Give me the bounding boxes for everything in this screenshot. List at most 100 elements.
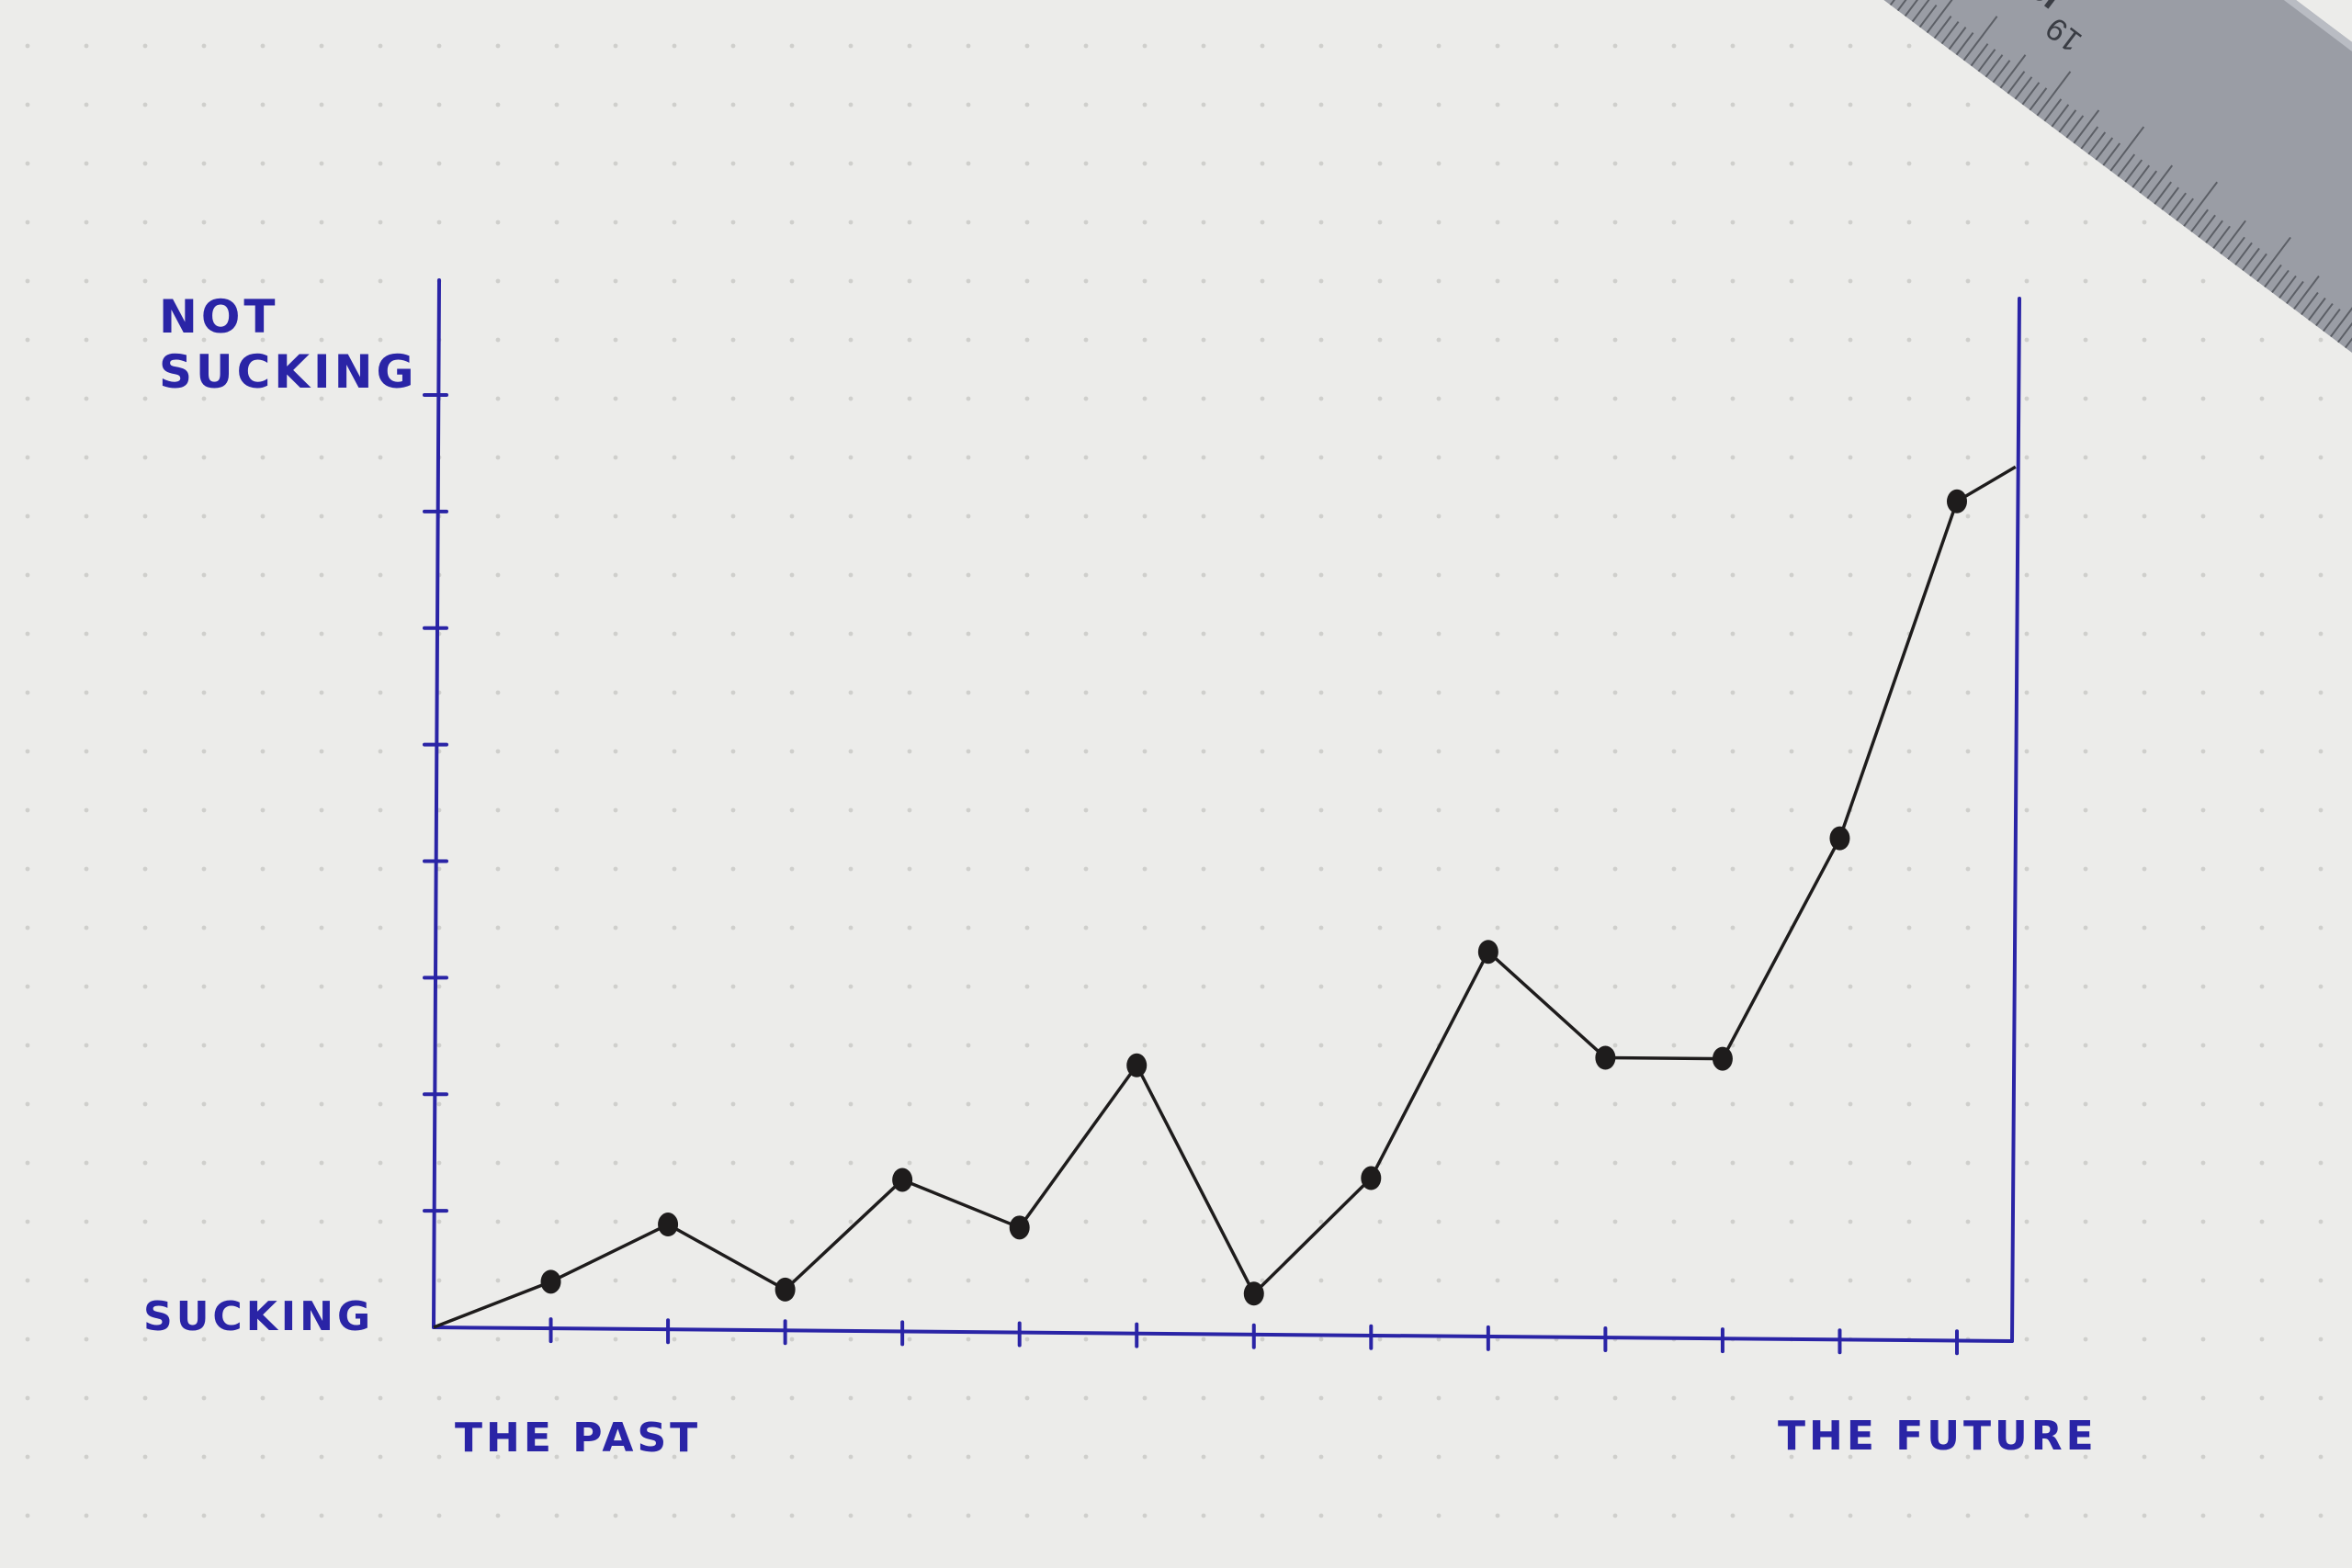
paper-dot: [2024, 1278, 2030, 1283]
paper-dot: [84, 337, 89, 343]
paper-dot: [1083, 1101, 1089, 1107]
paper-dot: [1612, 1101, 1618, 1107]
paper-dot: [2259, 1160, 2265, 1166]
paper-dot: [84, 1454, 89, 1460]
paper-dot: [84, 749, 89, 754]
paper-dot: [907, 631, 912, 637]
paper-dot: [1965, 1395, 1971, 1401]
data-point: [1361, 1166, 1382, 1190]
paper-dot: [1554, 1454, 1559, 1460]
paper-dot: [613, 749, 618, 754]
paper-dot: [1554, 807, 1559, 813]
paper-dot: [201, 396, 207, 401]
paper-dot: [2200, 1278, 2206, 1283]
paper-dot: [554, 807, 560, 813]
paper-dot: [1377, 1043, 1383, 1048]
paper-dot: [907, 513, 912, 519]
paper-dot: [1612, 513, 1618, 519]
paper-dot: [789, 513, 795, 519]
data-series: [433, 465, 2017, 1329]
paper-dot: [966, 43, 971, 49]
paper-dot: [672, 1278, 677, 1283]
y-top-label-line2: SUCKING: [159, 345, 418, 399]
paper-dot: [1965, 513, 1971, 519]
paper-dot: [378, 866, 383, 872]
paper-dot: [1436, 278, 1442, 284]
paper-dot: [1495, 220, 1500, 225]
paper-dot: [730, 572, 736, 578]
paper-dot: [378, 631, 383, 637]
ruler-tick: [2095, 137, 2114, 161]
paper-dot: [1965, 690, 1971, 695]
paper-dot: [789, 1337, 795, 1342]
paper-dot: [613, 1160, 618, 1166]
paper-dot: [1848, 43, 1853, 49]
paper-dot: [1024, 749, 1030, 754]
paper-dot: [378, 161, 383, 166]
paper-dot: [1906, 1395, 1912, 1401]
paper-dot: [1318, 220, 1324, 225]
paper-dot: [319, 396, 324, 401]
paper-dot: [1671, 1219, 1677, 1224]
paper-dot: [1671, 102, 1677, 107]
paper-dot: [2142, 1337, 2147, 1342]
paper-dot: [319, 1454, 324, 1460]
paper-dot: [1024, 396, 1030, 401]
paper-dot: [1848, 1160, 1853, 1166]
paper-dot: [613, 690, 618, 695]
paper-dot: [260, 1513, 266, 1518]
paper-dot: [260, 807, 266, 813]
paper-dot: [1495, 513, 1500, 519]
paper-dot: [1671, 220, 1677, 225]
paper-dot: [2200, 1043, 2206, 1048]
paper-dot: [1024, 1337, 1030, 1342]
paper-dot: [730, 1043, 736, 1048]
paper-dot: [1730, 572, 1736, 578]
paper-dot: [319, 161, 324, 166]
paper-dot: [1730, 631, 1736, 637]
paper-dot: [1848, 984, 1853, 989]
paper-dot: [1142, 220, 1148, 225]
paper-dot: [848, 161, 854, 166]
paper-dot: [554, 1160, 560, 1166]
paper-dot: [1906, 925, 1912, 931]
paper-dot: [2200, 631, 2206, 637]
ruler-tick: [2051, 104, 2070, 128]
paper-dot: [1495, 1454, 1500, 1460]
paper-dot: [319, 455, 324, 460]
paper-dot: [1965, 455, 1971, 460]
paper-dot: [1495, 866, 1500, 872]
paper-dot: [1318, 690, 1324, 695]
paper-dot: [378, 102, 383, 107]
paper-dot: [201, 278, 207, 284]
paper-dot: [1318, 43, 1324, 49]
paper-dot: [1436, 866, 1442, 872]
paper-dot: [1906, 807, 1912, 813]
paper-dot: [201, 631, 207, 637]
paper-dot: [84, 925, 89, 931]
paper-dot: [1201, 749, 1206, 754]
paper-dot: [2200, 984, 2206, 989]
paper-dot: [907, 984, 912, 989]
paper-dot: [1495, 455, 1500, 460]
ruler-tick: [1999, 54, 2027, 89]
paper-dot: [730, 1160, 736, 1166]
paper-dot: [495, 1043, 501, 1048]
paper-dot: [1848, 337, 1853, 343]
paper-dot: [1730, 925, 1736, 931]
paper-dot: [1436, 455, 1442, 460]
paper-dot: [554, 1101, 560, 1107]
paper-dot: [142, 1160, 148, 1166]
ruler-tick: [2007, 71, 2026, 95]
paper-dot: [25, 43, 30, 49]
paper-dot: [1906, 984, 1912, 989]
paper-dot: [966, 1454, 971, 1460]
paper-dot: [25, 161, 30, 166]
paper-dot: [2024, 1160, 2030, 1166]
paper-dot: [1260, 1513, 1265, 1518]
paper-dot: [848, 1337, 854, 1342]
paper-dot: [1730, 455, 1736, 460]
paper-dot: [1554, 337, 1559, 343]
paper-dot: [378, 925, 383, 931]
paper-dot: [436, 1513, 442, 1518]
